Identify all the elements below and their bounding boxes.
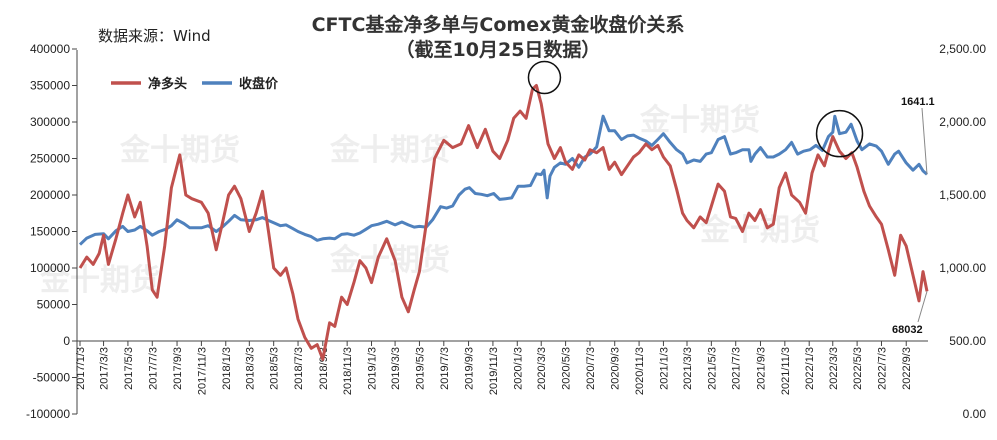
leader-line-net-long (917, 291, 928, 323)
x-tick-label: 2018/11/3 (342, 347, 354, 395)
left-y-tick-label: 350000 (30, 79, 70, 93)
x-tick-label: 2017/3/3 (99, 347, 111, 390)
series-line-close-price (78, 114, 928, 246)
watermark-text: 金十期货 (699, 213, 820, 248)
x-ticks: 2017/1/3 2017/3/3 2017/5/3 2017/7/3 2017/9/3… (75, 341, 913, 395)
x-tick-label: 2018/5/3 (269, 347, 281, 390)
right-y-tick-label: 0.00 (963, 407, 987, 421)
x-tick-label: 2020/7/3 (585, 347, 597, 390)
legend-label-close-price: 收盘价 (239, 76, 279, 92)
x-tick-label: 2020/1/3 (512, 347, 524, 390)
left-y-tick-label: -50000 (33, 371, 71, 385)
x-tick-label: 2018/1/3 (221, 347, 233, 390)
x-tick-label: 2019/7/3 (439, 347, 451, 390)
x-tick-label: 2020/9/3 (610, 347, 622, 390)
leader-line-close (921, 107, 928, 175)
x-tick-label: 2017/1/3 (75, 347, 87, 390)
x-tick-label: 2018/7/3 (293, 347, 305, 390)
x-tick-label: 2017/5/3 (123, 347, 135, 390)
left-y-ticks: -100000 -50000 0 50000 100000 150000 200000 250… (26, 42, 77, 421)
x-tick-label: 2020/11/3 (634, 347, 646, 395)
series-line-net-long (78, 84, 929, 361)
data-source: 数据来源：Wind (98, 27, 211, 45)
x-tick-label: 2021/5/3 (706, 347, 718, 390)
right-y-tick-label: 1,500.00 (939, 188, 986, 202)
x-tick-label: 2021/9/3 (755, 347, 767, 390)
x-tick-label: 2019/3/3 (390, 347, 402, 390)
legend: 净多头 收盘价 (111, 76, 279, 92)
highlight-circle (527, 60, 562, 95)
x-tick-label: 2017/9/3 (172, 347, 184, 390)
left-y-tick-label: -100000 (26, 407, 70, 421)
chart-title: CFTC基金净多单与Comex黄金收盘价关系 (312, 13, 685, 36)
x-tick-label: 2018/3/3 (244, 347, 256, 390)
right-y-tick-label: 500.00 (949, 334, 986, 348)
x-tick-label: 2022/3/3 (828, 347, 840, 390)
highlight-circles (527, 60, 864, 158)
left-y-tick-label: 100000 (30, 261, 70, 275)
right-y-ticks: 0.00 500.00 1,000.00 1,500.00 2,000.00 2,500.… (939, 42, 986, 421)
x-tick-label: 2022/9/3 (901, 347, 913, 390)
right-y-tick-label: 2,000.00 (939, 115, 986, 129)
x-tick-label: 2022/7/3 (876, 347, 888, 390)
watermark-text: 金十期货 (39, 263, 160, 298)
left-y-tick-label: 0 (63, 334, 70, 348)
annotation-last-net-long: 68032 (892, 324, 923, 336)
left-y-tick-label: 250000 (30, 152, 70, 166)
x-tick-label: 2017/11/3 (196, 347, 208, 395)
watermark-text: 金十期货 (639, 103, 760, 138)
x-tick-label: 2020/5/3 (561, 347, 573, 390)
left-y-tick-label: 50000 (37, 298, 71, 312)
x-tick-label: 2022/5/3 (852, 347, 864, 390)
right-y-tick-label: 2,500.00 (939, 42, 986, 56)
legend-label-net-long: 净多头 (148, 76, 187, 92)
left-y-tick-label: 150000 (30, 225, 70, 239)
left-y-tick-label: 400000 (30, 42, 70, 56)
x-tick-label: 2017/7/3 (147, 347, 159, 390)
watermark-text: 金十期货 (329, 133, 450, 168)
right-y-tick-label: 1,000.00 (939, 261, 986, 275)
x-tick-label: 2022/1/3 (804, 347, 816, 390)
x-tick-label: 2021/11/3 (780, 347, 792, 395)
highlight-circle (815, 109, 864, 158)
x-tick-label: 2019/11/3 (488, 347, 500, 395)
left-y-tick-label: 200000 (30, 188, 70, 202)
chart-subtitle: （截至10月25日数据） (396, 38, 601, 61)
x-tick-label: 2020/3/3 (536, 347, 548, 390)
left-y-tick-label: 300000 (30, 115, 70, 129)
x-tick-label: 2019/9/3 (464, 347, 476, 390)
annotation-last-close: 1641.1 (901, 96, 935, 108)
x-tick-label: 2019/5/3 (414, 347, 426, 390)
x-tick-label: 2021/7/3 (731, 347, 743, 390)
x-tick-label: 2019/1/3 (367, 347, 379, 390)
series-layer (78, 84, 929, 361)
x-tick-label: 2021/1/3 (658, 347, 670, 390)
x-tick-label: 2021/3/3 (682, 347, 694, 390)
